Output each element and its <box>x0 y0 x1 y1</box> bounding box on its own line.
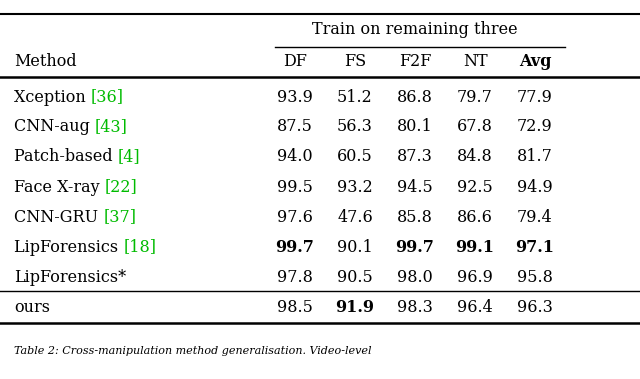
Text: Xception: Xception <box>14 89 91 105</box>
Text: DF: DF <box>283 53 307 69</box>
Text: 51.2: 51.2 <box>337 89 373 105</box>
Text: 92.5: 92.5 <box>457 179 493 196</box>
Text: 90.5: 90.5 <box>337 268 373 285</box>
Text: ours: ours <box>14 299 50 315</box>
Text: 60.5: 60.5 <box>337 149 373 166</box>
Text: [36]: [36] <box>91 89 124 105</box>
Text: 86.6: 86.6 <box>457 208 493 226</box>
Text: 80.1: 80.1 <box>397 119 433 136</box>
Text: 91.9: 91.9 <box>335 299 374 315</box>
Text: F2F: F2F <box>399 53 431 69</box>
Text: 90.1: 90.1 <box>337 238 373 255</box>
Text: Method: Method <box>14 53 77 69</box>
Text: [37]: [37] <box>103 208 136 226</box>
Text: Table 2: Cross-manipulation method generalisation. Video-level: Table 2: Cross-manipulation method gener… <box>14 346 371 356</box>
Text: 93.9: 93.9 <box>277 89 313 105</box>
Text: [43]: [43] <box>95 119 128 136</box>
Text: [22]: [22] <box>105 179 138 196</box>
Text: 94.9: 94.9 <box>517 179 553 196</box>
Text: LipForensics*: LipForensics* <box>14 268 126 285</box>
Text: 96.3: 96.3 <box>517 299 553 315</box>
Text: 67.8: 67.8 <box>457 119 493 136</box>
Text: NT: NT <box>463 53 487 69</box>
Text: FS: FS <box>344 53 366 69</box>
Text: 98.5: 98.5 <box>277 299 313 315</box>
Text: 99.5: 99.5 <box>277 179 313 196</box>
Text: 98.3: 98.3 <box>397 299 433 315</box>
Text: 96.4: 96.4 <box>457 299 493 315</box>
Text: Avg: Avg <box>519 53 551 69</box>
Text: 56.3: 56.3 <box>337 119 373 136</box>
Text: 97.1: 97.1 <box>515 238 554 255</box>
Text: 86.8: 86.8 <box>397 89 433 105</box>
Text: 79.7: 79.7 <box>457 89 493 105</box>
Text: 99.7: 99.7 <box>396 238 435 255</box>
Text: LipForensics: LipForensics <box>14 238 124 255</box>
Text: 84.8: 84.8 <box>457 149 493 166</box>
Text: 85.8: 85.8 <box>397 208 433 226</box>
Text: 99.1: 99.1 <box>456 238 495 255</box>
Text: 93.2: 93.2 <box>337 179 373 196</box>
Text: 94.5: 94.5 <box>397 179 433 196</box>
Text: CNN-GRU: CNN-GRU <box>14 208 103 226</box>
Text: 87.3: 87.3 <box>397 149 433 166</box>
Text: 77.9: 77.9 <box>517 89 553 105</box>
Text: 97.6: 97.6 <box>277 208 313 226</box>
Text: 95.8: 95.8 <box>517 268 553 285</box>
Text: 94.0: 94.0 <box>277 149 313 166</box>
Text: CNN-aug: CNN-aug <box>14 119 95 136</box>
Text: [4]: [4] <box>118 149 140 166</box>
Text: 96.9: 96.9 <box>457 268 493 285</box>
Text: 47.6: 47.6 <box>337 208 373 226</box>
Text: 98.0: 98.0 <box>397 268 433 285</box>
Text: Train on remaining three: Train on remaining three <box>312 20 518 38</box>
Text: 87.5: 87.5 <box>277 119 313 136</box>
Text: 97.8: 97.8 <box>277 268 313 285</box>
Text: 72.9: 72.9 <box>517 119 553 136</box>
Text: 79.4: 79.4 <box>517 208 553 226</box>
Text: 99.7: 99.7 <box>276 238 314 255</box>
Text: Face X-ray: Face X-ray <box>14 179 105 196</box>
Text: 81.7: 81.7 <box>517 149 553 166</box>
Text: [18]: [18] <box>124 238 156 255</box>
Text: Patch-based: Patch-based <box>14 149 118 166</box>
